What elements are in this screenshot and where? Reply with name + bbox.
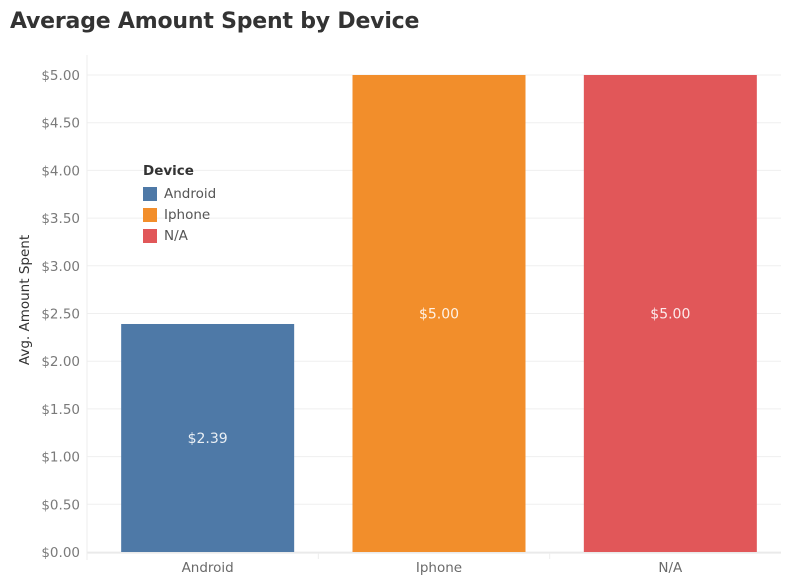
y-tick-label: $0.50 [41, 497, 80, 513]
bar-iphone[interactable] [352, 75, 526, 552]
y-tick-label: $1.50 [41, 402, 80, 418]
legend-item-android[interactable]: Android [143, 183, 216, 204]
y-tick-label: $2.00 [41, 354, 80, 370]
chart-title: Average Amount Spent by Device [10, 9, 420, 34]
x-tick-label: Iphone [416, 560, 462, 576]
data-label: $5.00 [650, 307, 690, 323]
x-axis-categories: Android Iphone N/A [182, 553, 683, 576]
y-tick-label: $4.50 [41, 116, 80, 132]
y-tick-label: $2.50 [41, 307, 80, 323]
legend-title: Device [143, 163, 194, 179]
y-tick-label: $3.50 [41, 211, 80, 227]
legend-swatch-iphone [143, 207, 157, 222]
legend-swatch-android [143, 186, 157, 201]
data-label: $2.39 [188, 431, 228, 447]
y-tick-label: $3.00 [41, 259, 80, 275]
y-tick-label: $4.00 [41, 163, 80, 179]
y-tick-label: $5.00 [41, 68, 80, 84]
legend: Device Android Iphone N/A [143, 162, 216, 246]
y-axis-title: Avg. Amount Spent [17, 235, 33, 365]
legend-swatch-na [143, 228, 157, 243]
y-axis-ticks: $0.00 $0.50 $1.00 $1.50 $2.00 $2.50 $3.00 $3.50… [41, 68, 80, 561]
x-tick-label: Android [182, 560, 234, 576]
legend-label: Android [164, 185, 217, 202]
y-tick-label: $1.00 [41, 450, 80, 466]
legend-item-iphone[interactable]: Iphone [143, 204, 216, 225]
legend-label: Iphone [164, 206, 211, 223]
data-labels: $2.39 $5.00 $5.00 [188, 307, 691, 447]
bars [121, 75, 757, 552]
legend-label: N/A [164, 227, 188, 244]
x-tick-label: N/A [658, 560, 683, 576]
y-tick-label: $0.00 [41, 545, 80, 561]
legend-item-na[interactable]: N/A [143, 225, 216, 246]
bar-android[interactable] [121, 323, 295, 552]
data-label: $5.00 [419, 307, 459, 323]
bar-na[interactable] [583, 75, 757, 552]
